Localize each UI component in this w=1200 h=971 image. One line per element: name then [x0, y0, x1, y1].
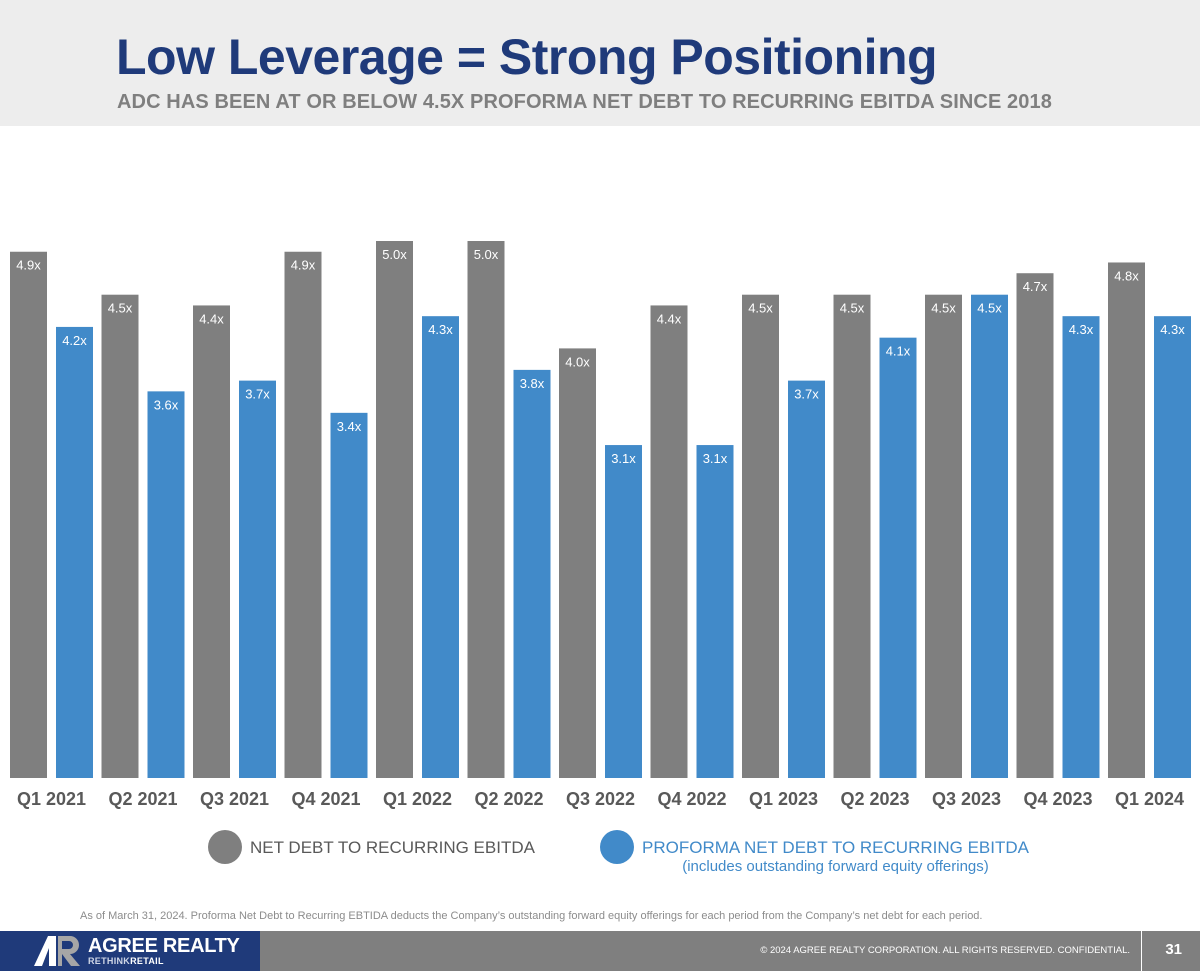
page-subtitle: ADC HAS BEEN AT OR BELOW 4.5X PROFORMA N… — [117, 91, 1052, 113]
data-label: 4.5x — [931, 301, 956, 316]
bar-proforma-q3-2023 — [971, 294, 1008, 778]
brand-name: AGREE REALTY — [88, 935, 240, 957]
data-label: 5.0x — [474, 247, 499, 262]
bar-proforma-q3-2022 — [605, 445, 642, 778]
bar-net-debt-q2-2022 — [467, 241, 505, 778]
copyright: © 2024 AGREE REALTY CORPORATION. ALL RIG… — [760, 945, 1130, 956]
page-number: 31 — [1165, 941, 1182, 958]
bar-net-debt-q4-2022 — [650, 305, 688, 778]
x-tick-label: Q3 2022 — [566, 789, 635, 809]
x-tick-label: Q1 2023 — [749, 789, 818, 809]
legend-swatch-net-debt — [208, 830, 242, 864]
bar-proforma-q3-2021 — [239, 380, 276, 778]
bar-net-debt-q2-2021 — [101, 294, 139, 778]
bar-net-debt-q1-2022 — [376, 241, 413, 778]
x-tick-label: Q2 2023 — [840, 789, 909, 809]
brand-tagline: RETHINKRETAIL — [88, 956, 164, 966]
bar-net-debt-q4-2023 — [1016, 273, 1054, 778]
bar-net-debt-q3-2023 — [925, 294, 962, 778]
bar-proforma-q1-2023 — [788, 380, 825, 778]
data-label: 4.4x — [657, 311, 682, 326]
bar-chart: 4.9x 4.2x Q1 2021 4.5x 3.6x Q2 2021 4.4x 3.7x Q3… — [10, 241, 1191, 809]
data-label: 4.4x — [199, 311, 224, 326]
bar-proforma-q2-2022 — [513, 369, 551, 778]
data-label: 4.9x — [16, 258, 41, 273]
data-label: 3.8x — [520, 376, 545, 391]
x-tick-label: Q4 2022 — [657, 789, 726, 809]
data-label: 4.8x — [1114, 268, 1139, 283]
x-tick-label: Q1 2021 — [17, 789, 86, 809]
footnote: As of March 31, 2024. Proforma Net Debt … — [80, 910, 983, 922]
data-label: 3.6x — [154, 397, 179, 412]
data-label: 3.7x — [794, 387, 819, 402]
x-tick-label: Q4 2023 — [1023, 789, 1092, 809]
legend-note-proforma: (includes outstanding forward equity off… — [682, 858, 989, 875]
x-tick-label: Q2 2021 — [108, 789, 177, 809]
x-tick-label: Q1 2022 — [383, 789, 452, 809]
legend-label-proforma: PROFORMA NET DEBT TO RECURRING EBITDA — [642, 838, 1029, 857]
bar-net-debt-q2-2023 — [833, 294, 871, 778]
data-label: 5.0x — [382, 247, 407, 262]
data-label: 4.3x — [428, 322, 453, 337]
bar-net-debt-q1-2021 — [10, 251, 47, 778]
data-label: 4.3x — [1160, 322, 1185, 337]
bar-net-debt-q1-2023 — [742, 294, 779, 778]
data-label: 4.9x — [291, 258, 316, 273]
bar-proforma-q1-2022 — [422, 316, 459, 778]
x-tick-label: Q4 2021 — [291, 789, 360, 809]
data-label: 4.0x — [565, 354, 590, 369]
bar-proforma-q4-2021 — [330, 412, 368, 778]
bar-net-debt-q4-2021 — [284, 251, 322, 778]
data-label: 4.7x — [1023, 279, 1048, 294]
bar-proforma-q4-2022 — [696, 445, 734, 778]
agree-realty-logo-icon — [34, 936, 80, 966]
bar-net-debt-q1-2024 — [1108, 262, 1145, 778]
brand-block: AGREE REALTY RETHINKRETAIL — [0, 931, 260, 971]
data-label: 4.5x — [108, 301, 133, 316]
legend-swatch-proforma — [600, 830, 634, 864]
bar-net-debt-q3-2021 — [193, 305, 230, 778]
bar-net-debt-q3-2022 — [559, 348, 596, 778]
data-label: 4.5x — [977, 301, 1002, 316]
data-label: 4.3x — [1069, 322, 1094, 337]
bar-proforma-q2-2023 — [879, 337, 917, 778]
page-number-divider — [1141, 931, 1142, 971]
bar-proforma-q4-2023 — [1062, 316, 1100, 778]
data-label: 3.4x — [337, 419, 362, 434]
tagline-retail: RETAIL — [130, 956, 164, 966]
data-label: 4.5x — [748, 301, 773, 316]
legend: NET DEBT TO RECURRING EBITDA PROFORMA NE… — [0, 830, 1200, 880]
data-label: 4.5x — [840, 301, 865, 316]
tagline-rethink: RETHINK — [88, 956, 131, 966]
legend-item-proforma: PROFORMA NET DEBT TO RECURRING EBITDA (i… — [600, 830, 1029, 876]
footer: AGREE REALTY RETHINKRETAIL © 2024 AGREE … — [0, 931, 1200, 971]
bar-proforma-q2-2021 — [147, 391, 185, 778]
x-tick-label: Q3 2023 — [932, 789, 1001, 809]
data-label: 3.7x — [245, 387, 270, 402]
data-label: 3.1x — [611, 451, 636, 466]
data-label: 4.1x — [886, 344, 911, 359]
page-title: Low Leverage = Strong Positioning — [116, 29, 938, 85]
x-tick-label: Q1 2024 — [1115, 789, 1184, 809]
x-tick-label: Q3 2021 — [200, 789, 269, 809]
data-label: 3.1x — [703, 451, 728, 466]
legend-item-net-debt: NET DEBT TO RECURRING EBITDA — [208, 830, 535, 864]
data-label: 4.2x — [62, 333, 87, 348]
bar-proforma-q1-2021 — [56, 326, 93, 778]
bar-proforma-q1-2024 — [1154, 316, 1191, 778]
x-tick-label: Q2 2022 — [474, 789, 543, 809]
legend-label-net-debt: NET DEBT TO RECURRING EBITDA — [250, 838, 535, 857]
header: Low Leverage = Strong Positioning ADC HA… — [0, 0, 1200, 126]
